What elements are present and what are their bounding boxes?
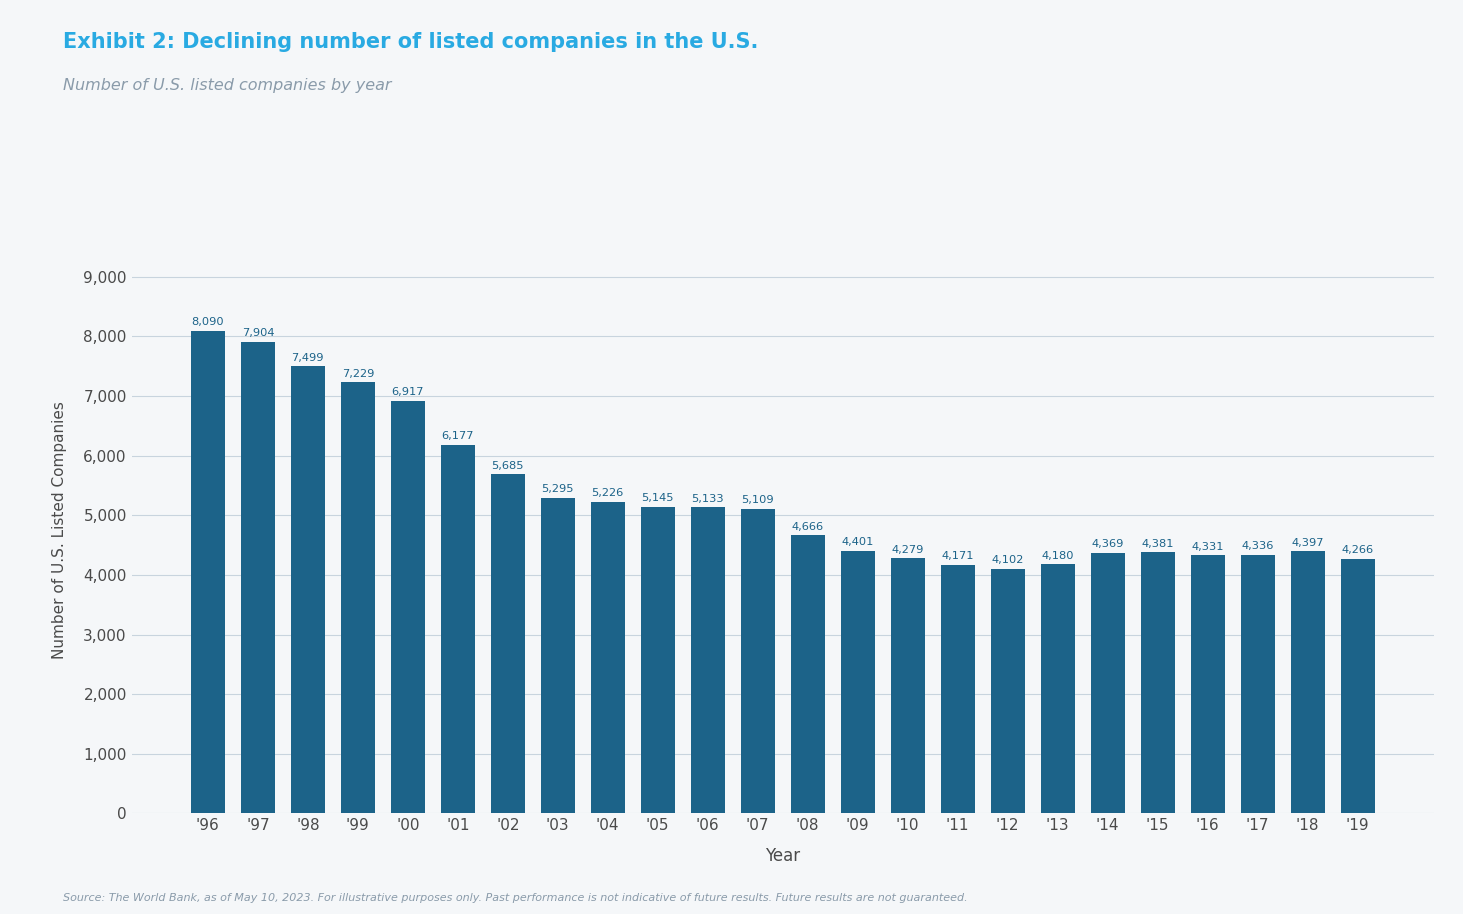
Text: Exhibit 2: Declining number of listed companies in the U.S.: Exhibit 2: Declining number of listed co… [63,32,758,52]
Bar [190,331,225,813]
Text: Source: The World Bank, as of May 10, 2023. For illustrative purposes only. Past: Source: The World Bank, as of May 10, 20… [63,893,967,903]
Bar [541,497,575,813]
Text: 4,331: 4,331 [1191,541,1225,551]
Bar [990,569,1024,813]
Text: 7,229: 7,229 [342,368,375,378]
Bar [341,382,375,813]
Bar [1191,555,1225,813]
Bar [841,551,875,813]
Bar [391,401,424,813]
Text: 5,145: 5,145 [641,493,674,503]
Text: 6,917: 6,917 [392,388,424,398]
Bar [1040,564,1075,813]
X-axis label: Year: Year [765,847,800,866]
Bar [291,367,325,813]
Text: 4,279: 4,279 [891,545,923,555]
Bar [1340,559,1375,813]
Text: 4,180: 4,180 [1042,550,1074,560]
Bar [591,502,625,813]
Bar [440,445,475,813]
Text: 7,499: 7,499 [291,353,325,363]
Bar [1290,551,1324,813]
Bar [1141,552,1175,813]
Text: 4,336: 4,336 [1242,541,1274,551]
Text: 5,685: 5,685 [492,461,524,471]
Text: 4,102: 4,102 [992,555,1024,565]
Text: Number of U.S. listed companies by year: Number of U.S. listed companies by year [63,78,392,92]
Text: 7,904: 7,904 [241,328,274,338]
Text: 4,171: 4,171 [941,551,974,561]
Text: 5,109: 5,109 [742,495,774,505]
Bar [490,474,525,813]
Text: 6,177: 6,177 [442,431,474,441]
Bar [1241,555,1274,813]
Bar [1090,553,1125,813]
Text: 8,090: 8,090 [192,317,224,327]
Text: 5,295: 5,295 [541,484,573,494]
Bar [641,506,674,813]
Text: 4,397: 4,397 [1292,537,1324,547]
Bar [891,558,925,813]
Text: 4,666: 4,666 [791,522,824,532]
Bar [740,509,775,813]
Y-axis label: Number of U.S. Listed Companies: Number of U.S. Listed Companies [51,401,67,659]
Text: 4,369: 4,369 [1091,539,1124,549]
Text: 4,266: 4,266 [1342,546,1374,556]
Text: 5,226: 5,226 [591,488,623,498]
Text: 5,133: 5,133 [692,494,724,504]
Text: 4,381: 4,381 [1141,538,1173,548]
Bar [691,507,724,813]
Text: 4,401: 4,401 [841,537,873,547]
Bar [790,535,825,813]
Bar [941,565,974,813]
Bar [241,342,275,813]
